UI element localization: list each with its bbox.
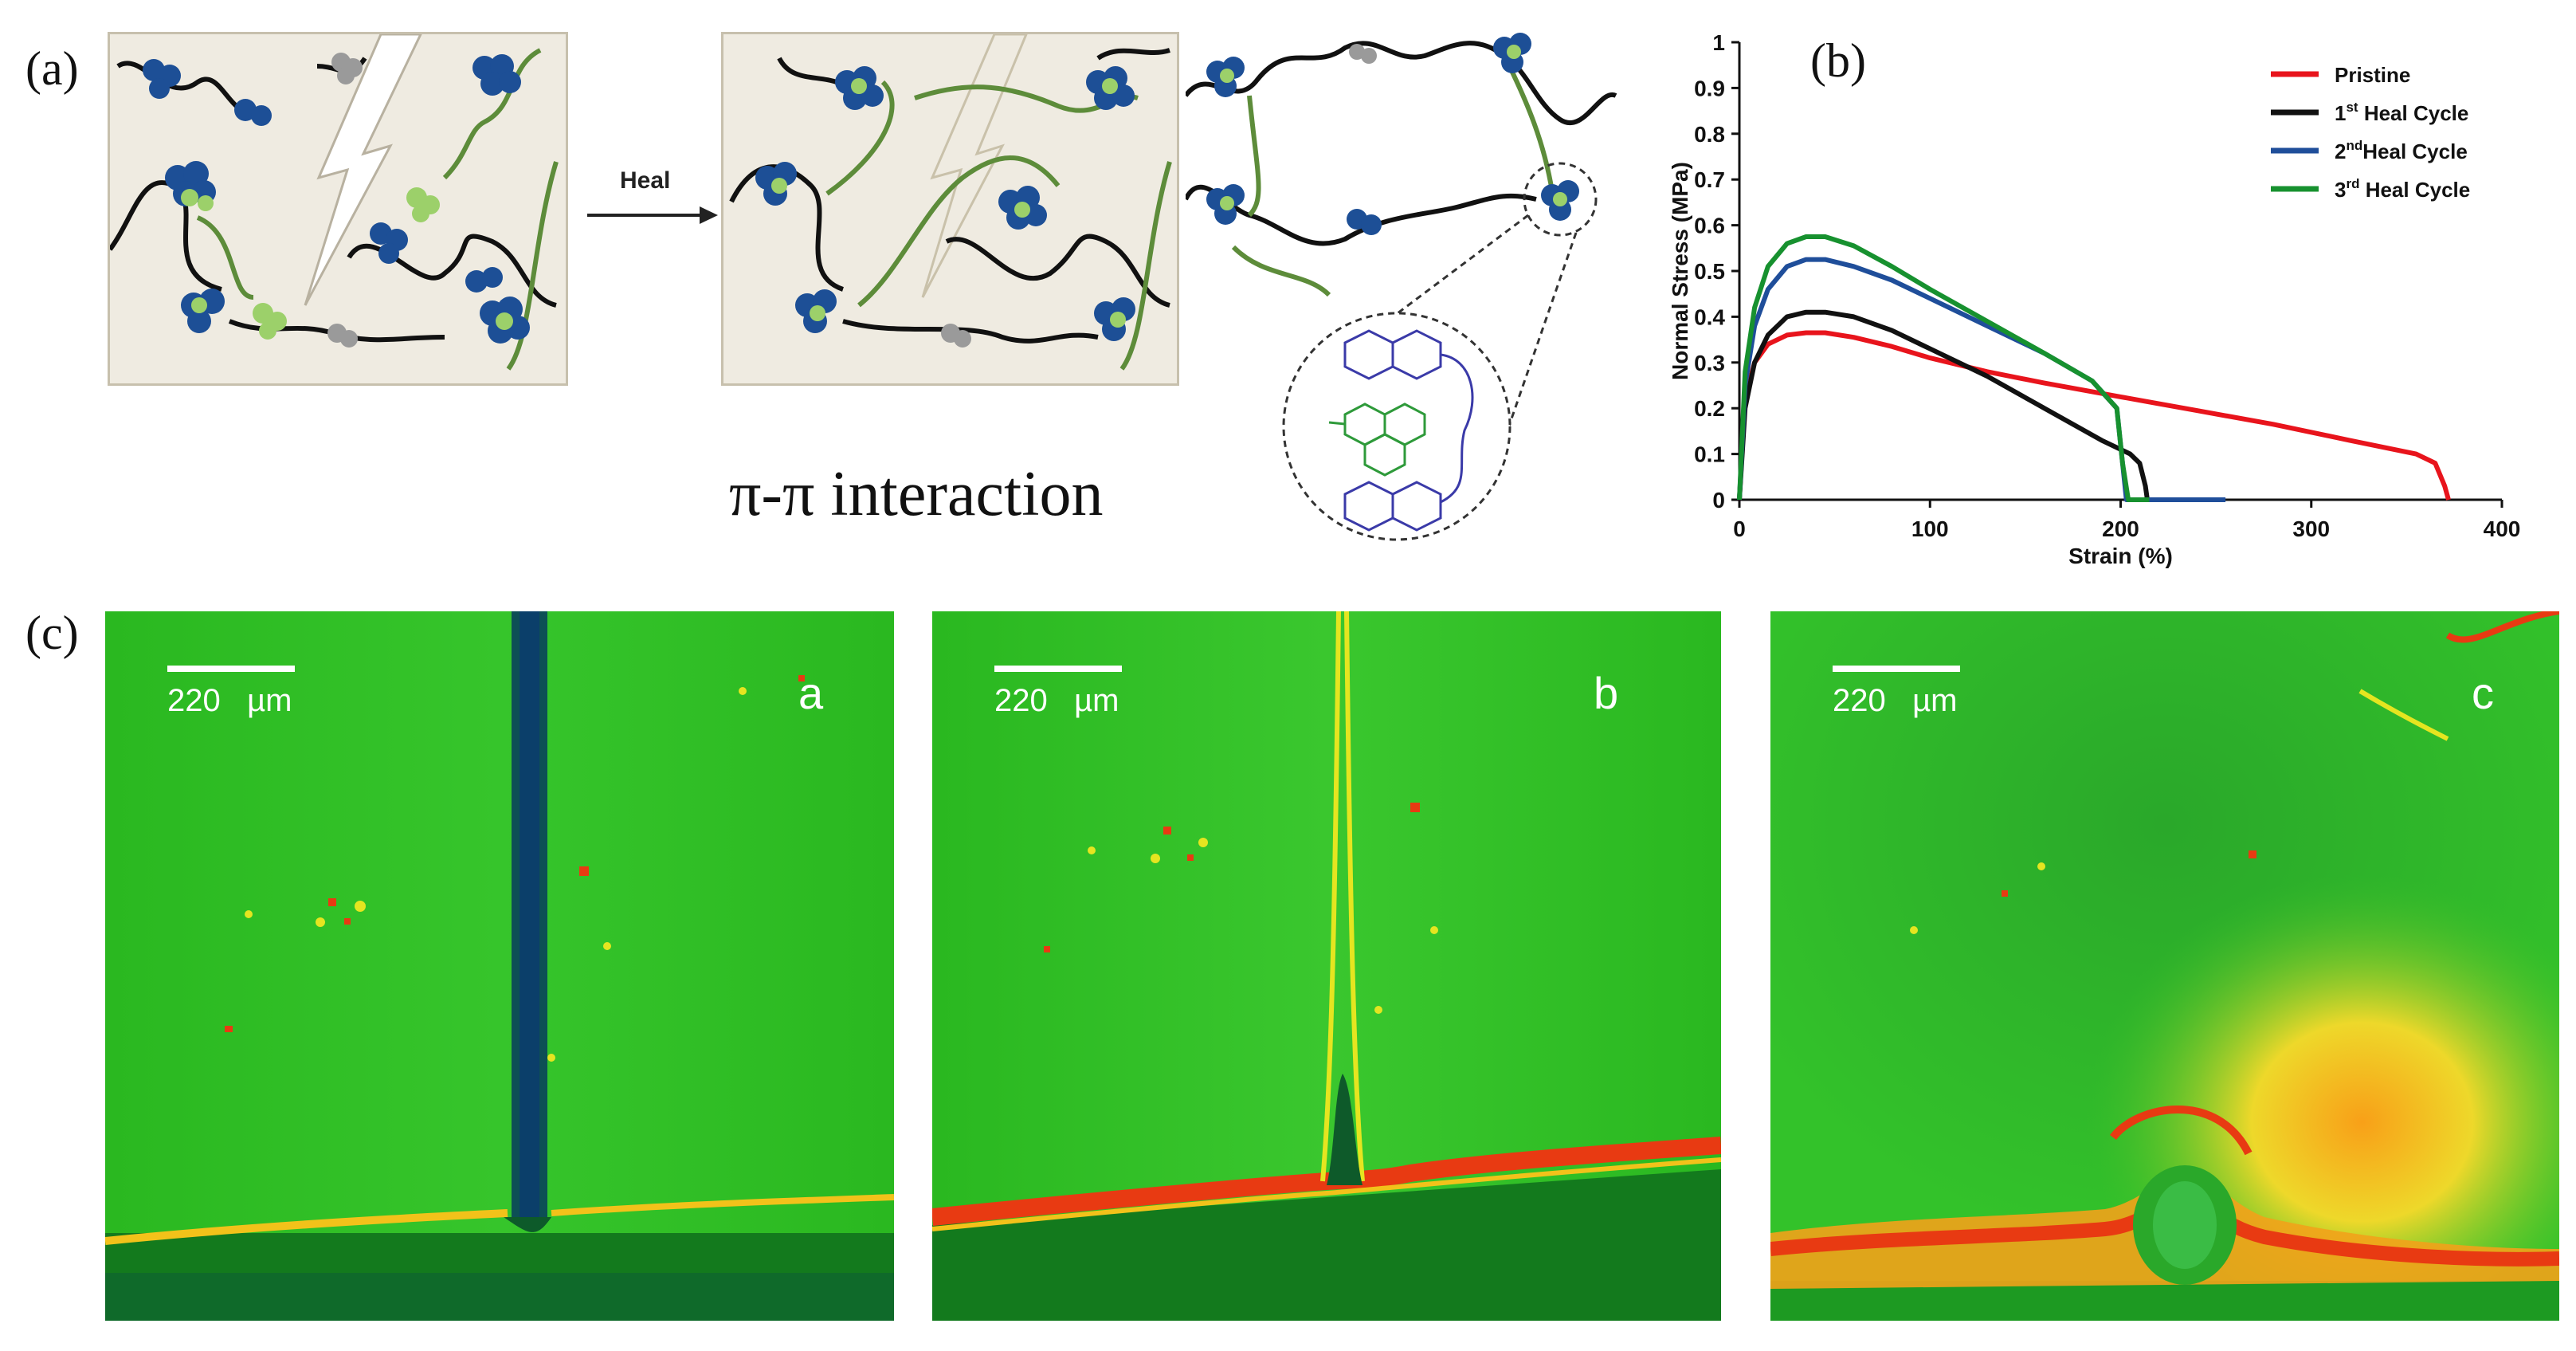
micrograph-b: 220 µm b: [932, 611, 1721, 1321]
scale-bar-a: [167, 666, 295, 672]
healed-network-diagram: [729, 33, 1172, 371]
y-tick-label: 0.1: [1694, 442, 1725, 467]
micrograph-a: 220 µm a: [105, 611, 894, 1321]
x-axis-label: Strain (%): [2068, 544, 2173, 568]
micrograph-letter-b: b: [1594, 668, 1619, 718]
x-tick-label: 100: [1911, 516, 1949, 541]
series-line-3: [1737, 234, 2150, 502]
network-zoom-diagram: [1186, 33, 1617, 541]
y-tick-label: 0.2: [1694, 396, 1725, 421]
y-tick-label: 0.4: [1694, 304, 1725, 329]
chart-legend: Pristine 1st Heal Cycle 2ndHeal Cycle 3rd H…: [2271, 63, 2470, 202]
micrograph-c: 220 µm c: [1770, 611, 2559, 1321]
y-axis-label: Normal Stress (MPa): [1668, 162, 1692, 380]
x-tick-label: 0: [1733, 516, 1746, 541]
stress-strain-chart: 0 100 200 300 400 0 0.1 0.2 0.3 0.4 0.5 0.6 0.7 0.8 0.…: [1668, 30, 2520, 568]
scheme-healed-box: [721, 32, 1179, 386]
chart-series: [1737, 234, 2451, 502]
y-tick-label: 0.9: [1694, 76, 1725, 100]
micrograph-c-image: [1770, 611, 2559, 1321]
heal-arrow-icon: [587, 206, 718, 224]
x-tick-label: 300: [2292, 516, 2330, 541]
micrograph-a-image: [105, 611, 894, 1321]
legend-label: 1st Heal Cycle: [2335, 100, 2468, 125]
y-tick-label: 0.3: [1694, 351, 1725, 375]
scheme-damaged-box: [108, 32, 568, 386]
pi-interaction-label: π-π interaction: [729, 459, 1104, 529]
panel-label-c: (c): [25, 607, 79, 659]
series-line-1: [1737, 309, 2150, 501]
chart-ticks: 0 100 200 300 400 0 0.1 0.2 0.3 0.4 0.5 0.6 0.7 0.8 0.…: [1694, 30, 2520, 541]
y-tick-label: 0.5: [1694, 259, 1725, 284]
y-tick-label: 0.8: [1694, 122, 1725, 147]
y-tick-label: 1: [1712, 30, 1725, 55]
damaged-network-diagram: [108, 33, 559, 371]
micrograph-letter-c: c: [2472, 668, 2494, 718]
scale-label-a: 220 µm: [167, 683, 292, 718]
x-tick-label: 400: [2484, 516, 2521, 541]
micrograph-letter-a: a: [798, 668, 824, 718]
y-tick-label: 0.7: [1694, 167, 1725, 192]
series-line-0: [1737, 330, 2451, 501]
x-tick-label: 200: [2102, 516, 2139, 541]
naphthalene-diimide-structure-icon: [1343, 329, 1474, 532]
legend-label: Pristine: [2335, 63, 2410, 87]
heal-arrow-label: Heal: [620, 167, 671, 194]
scale-label-b: 220 µm: [994, 683, 1119, 718]
micrograph-b-image: [932, 611, 1721, 1321]
panel-label-b: (b): [1810, 34, 1866, 87]
scale-bar-c: [1833, 666, 1960, 672]
scale-bar-b: [994, 666, 1122, 672]
panel-label-a: (a): [25, 42, 79, 95]
y-tick-label: 0.6: [1694, 214, 1725, 238]
legend-label: 3rd Heal Cycle: [2335, 176, 2470, 202]
pyrene-structure-icon: [1328, 403, 1426, 477]
scale-label-c: 220 µm: [1833, 683, 1958, 718]
y-tick-label: 0: [1712, 488, 1725, 513]
legend-label: 2ndHeal Cycle: [2335, 138, 2468, 163]
series-line-2: [1737, 257, 2226, 502]
